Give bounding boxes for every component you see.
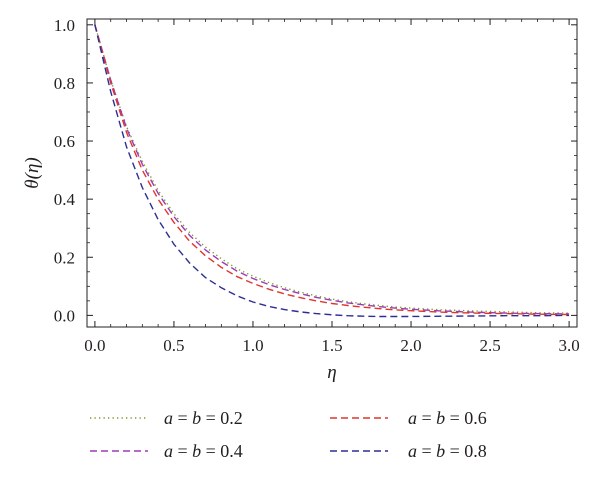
series-line-4 — [94, 24, 570, 318]
legend-label: a = b = 0.2 — [164, 408, 243, 428]
y-tick-label: 1.0 — [54, 16, 75, 35]
y-tick-label: 0.2 — [54, 248, 75, 267]
x-tick-label: 2.0 — [400, 336, 421, 355]
legend-item: a = b = 0.2 — [90, 408, 243, 428]
series-line-3 — [94, 24, 570, 316]
x-tick-label: 2.5 — [479, 336, 500, 355]
legend: a = b = 0.2 a = b = 0.4 a = b = 0.6 a = b =… — [90, 408, 487, 461]
legend-label: a = b = 0.6 — [408, 408, 487, 428]
y-axis-label: θ(η) — [22, 157, 43, 188]
plot-area — [94, 24, 570, 318]
legend-item: a = b = 0.4 — [90, 441, 243, 461]
y-tick-label: 0.0 — [54, 306, 75, 325]
series-line-2 — [94, 24, 570, 315]
x-tick-label: 0.5 — [163, 336, 184, 355]
x-tick-label: 1.0 — [242, 336, 263, 355]
legend-label: a = b = 0.4 — [164, 441, 243, 461]
plot-frame — [86, 18, 578, 328]
legend-item: a = b = 0.6 — [330, 408, 487, 428]
x-tick-label: 0.0 — [84, 336, 105, 355]
y-tick-label: 0.6 — [54, 132, 75, 151]
axes: 0.0 0.5 1.0 1.5 2.0 2.5 3.0 0.0 0.2 0.4 0.6 0.8 1.0 — [54, 16, 580, 355]
x-tick-label: 1.5 — [321, 336, 342, 355]
y-tick-label: 0.4 — [54, 190, 76, 209]
x-axis-label: η — [327, 362, 336, 383]
legend-label: a = b = 0.8 — [408, 441, 487, 461]
x-tick-label: 3.0 — [558, 336, 579, 355]
series-line-1 — [94, 24, 570, 314]
legend-item: a = b = 0.8 — [330, 441, 487, 461]
y-tick-label: 0.8 — [54, 74, 75, 93]
